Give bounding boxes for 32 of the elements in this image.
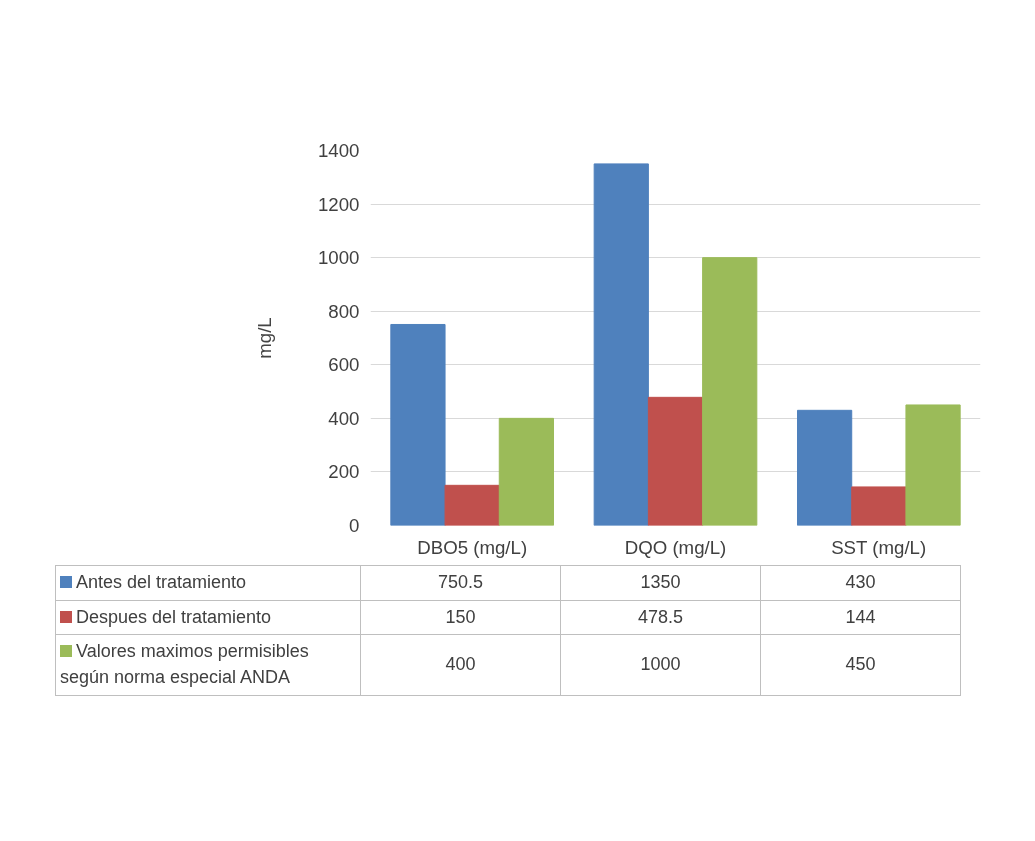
bar <box>593 163 649 526</box>
bar <box>444 484 500 526</box>
bar <box>390 323 446 526</box>
legend-label: Valores maximos permisibles según norma especial ANDA <box>55 634 361 696</box>
x-tick-label: DBO5 (mg/L) <box>417 536 528 558</box>
legend-label: Despues del tratamiento <box>55 600 361 635</box>
bar <box>851 486 907 526</box>
y-tick-label: 400 <box>328 407 360 429</box>
y-tick-label: 1000 <box>318 247 360 269</box>
y-tick-label: 800 <box>328 300 360 322</box>
bar <box>647 396 704 526</box>
y-tick-label: 600 <box>328 354 360 376</box>
data-label: 450 <box>760 634 961 696</box>
data-label: 750.5 <box>360 565 561 601</box>
bar <box>905 404 961 526</box>
y-tick-label: 1200 <box>318 193 360 215</box>
data-label: 1350 <box>560 565 761 601</box>
bar <box>498 417 554 526</box>
legend-label: Antes del tratamiento <box>55 565 361 601</box>
data-label: 478.5 <box>560 600 761 635</box>
bar <box>797 409 853 526</box>
y-tick-label: 1400 <box>318 140 360 161</box>
data-label: 144 <box>760 600 961 635</box>
data-label: 150 <box>360 600 561 635</box>
x-tick-label: SST (mg/L) <box>831 536 927 558</box>
x-tick-label: DQO (mg/L) <box>624 536 727 558</box>
y-axis-title: mg/L <box>254 317 275 359</box>
y-tick-label: 0 <box>349 515 360 536</box>
data-label: 1000 <box>560 634 761 696</box>
bar <box>702 257 758 526</box>
y-tick-label: 200 <box>328 461 360 483</box>
data-label: 430 <box>760 565 961 601</box>
